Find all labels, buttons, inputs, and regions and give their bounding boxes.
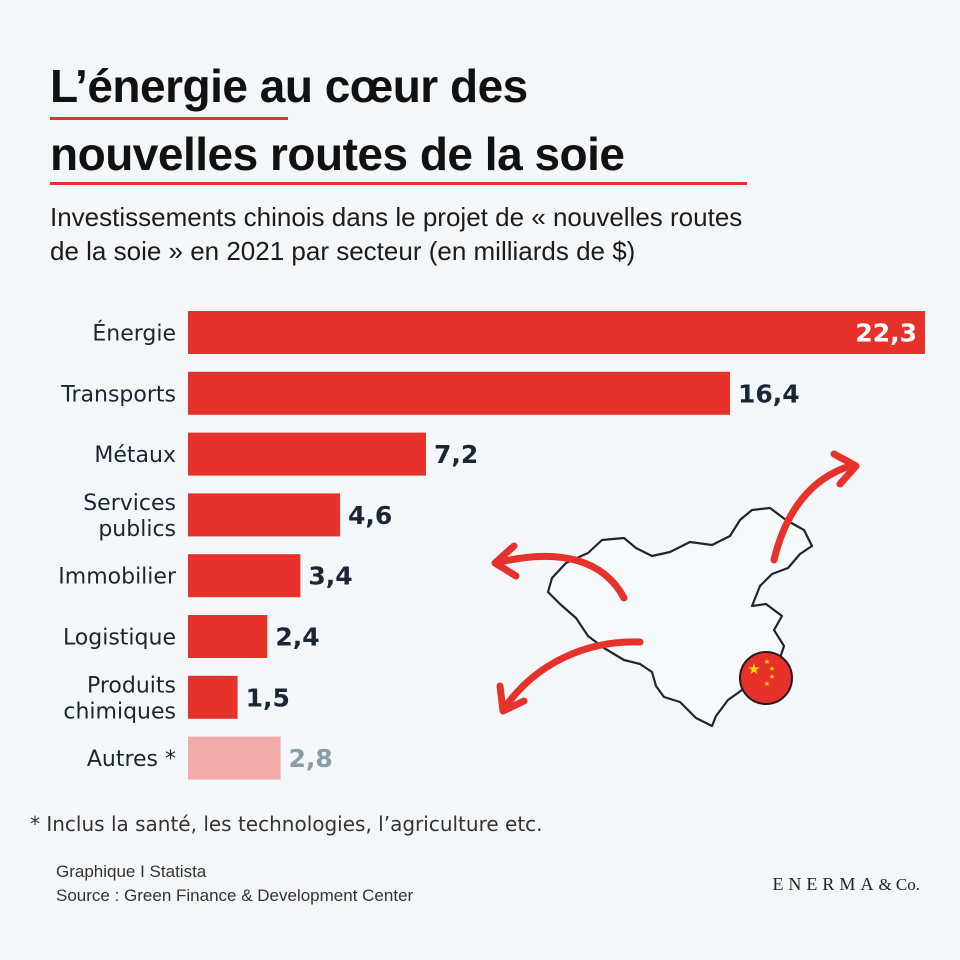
svg-text:★: ★ xyxy=(769,665,775,673)
svg-text:★: ★ xyxy=(747,660,760,678)
category-label-7: Autres * xyxy=(87,747,176,772)
credit-line-1: Graphique I Statista xyxy=(56,862,207,881)
bar-0 xyxy=(188,311,925,354)
value-label-2: 7,2 xyxy=(434,440,478,469)
arrow-northeast-icon xyxy=(770,462,854,564)
category-label-3: Services publics xyxy=(83,491,176,542)
value-label-7: 2,8 xyxy=(289,744,333,773)
brand-name: ENERMA xyxy=(772,874,879,894)
credit-line-2: Source : Green Finance & Development Cen… xyxy=(56,886,414,905)
title-underline-2 xyxy=(50,182,747,185)
bar-3 xyxy=(188,493,341,537)
footnote: * Inclus la santé, les technologies, l’a… xyxy=(30,812,543,836)
brand-suffix: & Co. xyxy=(878,875,920,894)
bar-7 xyxy=(188,736,281,780)
subtitle-line-2: de la soie » en 2021 par secteur (en mil… xyxy=(50,236,636,266)
arrow-southwest-head xyxy=(496,682,528,715)
bar-6 xyxy=(188,675,238,719)
china-flag-icon: ★ ★ ★ ★ ★ xyxy=(739,651,793,705)
bar-1 xyxy=(188,371,731,415)
title-underline-1 xyxy=(50,117,288,120)
brand-logo: ENERMA& Co. xyxy=(772,874,920,895)
arrow-southwest-icon xyxy=(502,638,644,710)
category-label-1: Transports xyxy=(60,382,176,407)
value-label-0: 22,3 xyxy=(855,319,917,348)
bar-5 xyxy=(188,615,268,658)
value-label-1: 16,4 xyxy=(738,379,800,408)
bar-4 xyxy=(188,554,301,598)
arrow-west-icon xyxy=(496,552,628,602)
title-rest: au cœur des xyxy=(247,60,529,112)
category-label-6: Produits chimiques xyxy=(63,673,176,724)
subtitle-line-1: Investissements chinois dans le projet d… xyxy=(50,202,743,232)
china-illustration: ★ ★ ★ ★ ★ xyxy=(491,450,860,728)
bar-2 xyxy=(188,432,426,476)
arrow-northeast-head xyxy=(830,450,860,488)
category-label-5: Logistique xyxy=(63,626,176,651)
arrow-west-head xyxy=(491,542,520,580)
bars-group: Énergie 22,3 Transports 16,4 Métaux 7,2 Servic… xyxy=(58,311,925,780)
svg-text:★: ★ xyxy=(769,673,775,681)
value-label-4: 3,4 xyxy=(308,562,352,591)
title-highlight: L’énergie xyxy=(50,60,248,112)
value-label-3: 4,6 xyxy=(348,501,392,530)
title-line-1: L’énergie au cœur des xyxy=(50,58,528,114)
subtitle: Investissements chinois dans le projet d… xyxy=(50,200,930,268)
category-label-2: Métaux xyxy=(94,443,176,468)
value-label-6: 1,5 xyxy=(246,683,290,712)
value-label-5: 2,4 xyxy=(275,623,319,652)
svg-text:★: ★ xyxy=(764,680,770,688)
category-label-0: Énergie xyxy=(92,321,176,347)
title-line-2: nouvelles routes de la soie xyxy=(50,128,625,180)
category-label-4: Immobilier xyxy=(58,565,177,590)
svg-text:★: ★ xyxy=(764,658,770,666)
